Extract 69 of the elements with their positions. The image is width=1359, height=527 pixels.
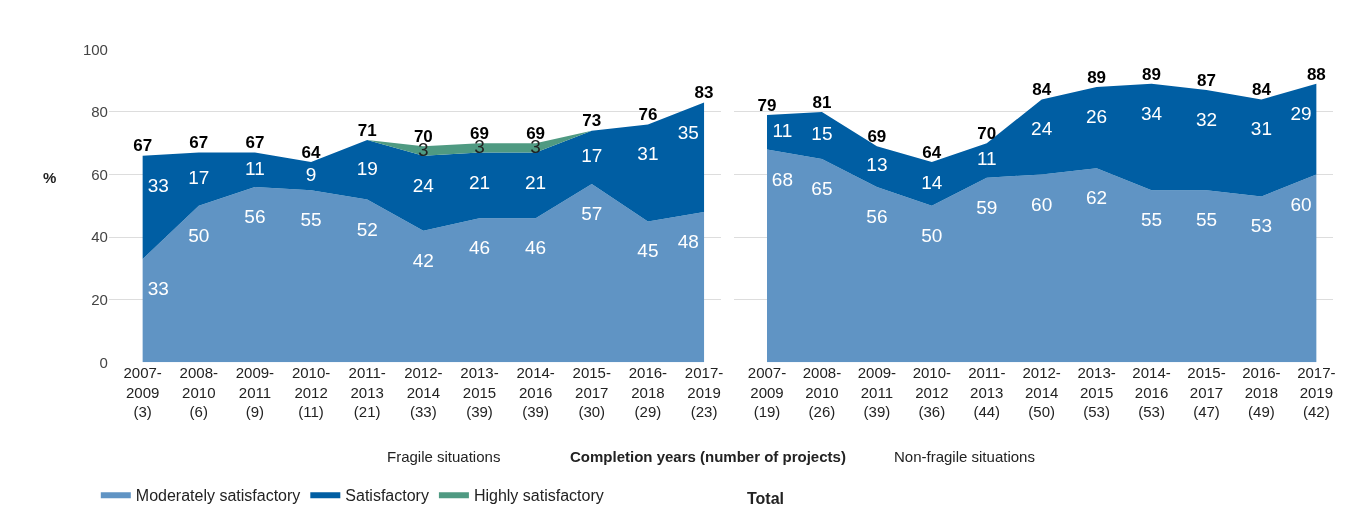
x-tick-label: 2008- 2010 (6) [179,364,218,421]
total-label: 88 [1306,64,1326,84]
x-tick-label: 2013- 2015 (53) [1077,364,1116,421]
total-label: 81 [812,92,832,112]
total-label: 89 [1142,64,1162,84]
y-tick-label: 60 [91,165,108,183]
data-label: 31 [637,143,659,165]
x-axis-title: Completion years (number of projects) [570,448,846,465]
legend-label: Satisfactory [345,486,429,504]
x-tick-label: 2009- 2011 (9) [235,364,275,421]
legend-label: Highly satisfactory [473,486,604,504]
x-tick-label: 2015- 2017 (30) [572,364,611,421]
x-tick-label: 2012- 2014 (50) [1022,364,1061,421]
x-tick-label: 2014- 2016 (39) [516,364,555,421]
total-label: 76 [638,105,658,125]
total-label: 83 [694,83,714,103]
total-label: 84 [1251,80,1272,100]
x-tick-label: 2015- 2017 (47) [1187,364,1226,421]
x-tick-label: 2007- 2009 (19) [747,364,787,421]
x-tick-label: 2010- 2012 (11) [291,364,331,421]
x-tick-label: 2008- 2010 (26) [802,364,842,421]
y-tick-label: 40 [91,228,108,246]
x-tick-label: 2017- 2019 (42) [1297,364,1336,421]
y-tick-label: 20 [91,290,108,308]
total-label: 89 [1087,67,1107,87]
total-label: 70 [977,123,997,143]
total-label: 67 [189,133,209,153]
data-label: 15 [811,123,833,145]
total-label: 67 [245,133,265,153]
data-label: 26 [1086,105,1108,127]
total-label: 73 [582,111,602,131]
text: Non-fragile situations [894,448,1035,465]
x-tick-label: 2013- 2015 (39) [460,364,499,421]
text: Fragile situations [387,448,501,465]
x-tick-label: 2007- 2009 (3) [123,364,162,421]
total-label: 67 [133,136,153,156]
x-tick-label: 2014- 2016 (53) [1132,364,1171,421]
data-label: 32 [1195,109,1218,131]
data-label: 35 [677,121,699,143]
total-label: 71 [357,120,377,140]
y-tick-label: 100 [82,40,108,58]
total-label: 79 [757,95,777,115]
data-label: 19 [356,157,378,179]
data-label: 34 [1140,102,1163,124]
y-tick-label: 0 [99,353,108,371]
x-tick-label: 2009- 2011 (39) [857,364,897,421]
total-label: 87 [1197,70,1216,90]
data-label: 29 [1290,102,1312,124]
data-label: 17 [581,145,603,167]
data-label: 17 [188,166,210,188]
x-tick-label: 2011- 2013 (44) [968,364,1006,421]
y-tick-label: 80 [91,103,108,121]
total-label: 84 [1032,80,1052,100]
x-tick-label: 2011- 2013 (21) [348,364,386,421]
data-label: 11 [772,120,793,142]
x-tick-label: 2010- 2012 (36) [912,364,952,421]
data-label: 31 [1250,118,1272,140]
text: Total [747,490,785,507]
x-tick-label: 2016- 2018 (29) [628,364,668,421]
x-tick-label: 2016- 2018 (49) [1242,364,1281,421]
x-tick-label: 2017- 2019 (23) [684,364,724,421]
x-tick-label: 2012- 2014 (33) [404,364,443,421]
y-axis-title: % [43,169,57,186]
total-label: 64 [301,142,322,162]
data-label: 9 [305,163,317,185]
legend-label: Moderately satisfactory [135,486,301,504]
total-label: 69 [867,127,887,147]
data-label: 11 [245,157,265,179]
data-label: 24 [1031,118,1053,140]
